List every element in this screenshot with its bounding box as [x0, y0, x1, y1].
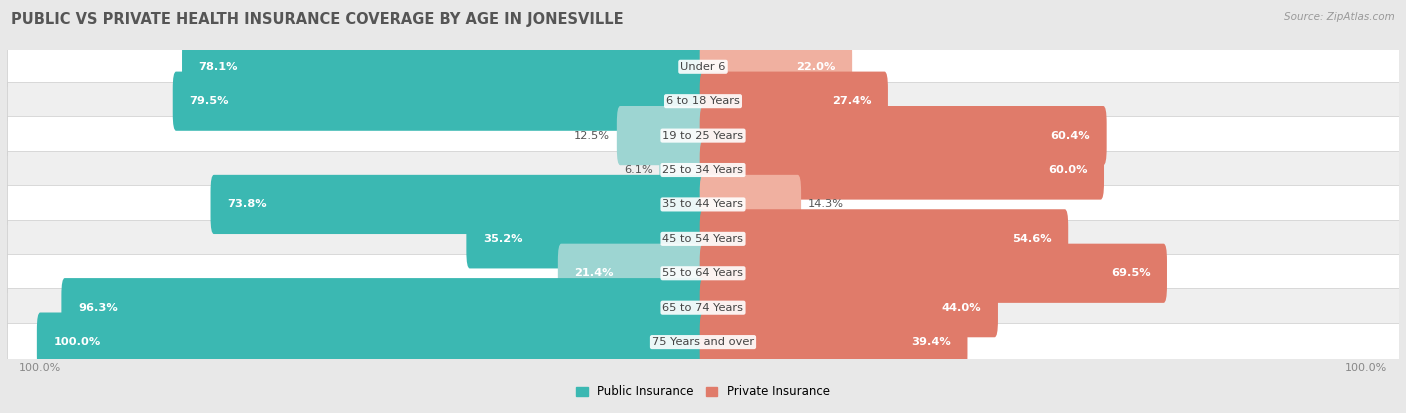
FancyBboxPatch shape: [7, 151, 1399, 189]
FancyBboxPatch shape: [7, 116, 1399, 155]
Text: 39.4%: 39.4%: [911, 337, 950, 347]
FancyBboxPatch shape: [7, 47, 1399, 86]
Text: 19 to 25 Years: 19 to 25 Years: [662, 131, 744, 140]
Text: 25 to 34 Years: 25 to 34 Years: [662, 165, 744, 175]
FancyBboxPatch shape: [7, 82, 1399, 121]
Text: 79.5%: 79.5%: [190, 96, 229, 106]
FancyBboxPatch shape: [173, 71, 706, 131]
Text: 44.0%: 44.0%: [942, 303, 981, 313]
FancyBboxPatch shape: [700, 106, 1107, 165]
FancyBboxPatch shape: [558, 244, 706, 303]
FancyBboxPatch shape: [700, 313, 967, 372]
FancyBboxPatch shape: [37, 313, 706, 372]
Text: 12.5%: 12.5%: [574, 131, 610, 140]
FancyBboxPatch shape: [7, 254, 1399, 292]
FancyBboxPatch shape: [617, 106, 706, 165]
FancyBboxPatch shape: [7, 185, 1399, 224]
Text: 78.1%: 78.1%: [198, 62, 238, 72]
Text: 35.2%: 35.2%: [482, 234, 523, 244]
FancyBboxPatch shape: [181, 37, 706, 96]
Text: 6 to 18 Years: 6 to 18 Years: [666, 96, 740, 106]
Text: 14.3%: 14.3%: [807, 199, 844, 209]
FancyBboxPatch shape: [659, 140, 706, 199]
Text: 22.0%: 22.0%: [796, 62, 835, 72]
Text: Under 6: Under 6: [681, 62, 725, 72]
FancyBboxPatch shape: [700, 244, 1167, 303]
Text: 6.1%: 6.1%: [624, 165, 652, 175]
Text: 96.3%: 96.3%: [77, 303, 118, 313]
FancyBboxPatch shape: [700, 209, 1069, 268]
FancyBboxPatch shape: [700, 278, 998, 337]
FancyBboxPatch shape: [211, 175, 706, 234]
FancyBboxPatch shape: [700, 175, 801, 234]
FancyBboxPatch shape: [7, 288, 1399, 327]
FancyBboxPatch shape: [7, 220, 1399, 258]
FancyBboxPatch shape: [700, 140, 1104, 199]
Text: 73.8%: 73.8%: [228, 199, 267, 209]
Text: 27.4%: 27.4%: [832, 96, 872, 106]
Text: 21.4%: 21.4%: [575, 268, 614, 278]
Text: 75 Years and over: 75 Years and over: [652, 337, 754, 347]
Text: 55 to 64 Years: 55 to 64 Years: [662, 268, 744, 278]
Text: 60.0%: 60.0%: [1047, 165, 1087, 175]
Text: 45 to 54 Years: 45 to 54 Years: [662, 234, 744, 244]
FancyBboxPatch shape: [467, 209, 706, 268]
Text: 35 to 44 Years: 35 to 44 Years: [662, 199, 744, 209]
Text: Source: ZipAtlas.com: Source: ZipAtlas.com: [1284, 12, 1395, 22]
Text: 65 to 74 Years: 65 to 74 Years: [662, 303, 744, 313]
FancyBboxPatch shape: [700, 37, 852, 96]
Legend: Public Insurance, Private Insurance: Public Insurance, Private Insurance: [571, 380, 835, 403]
Text: 60.4%: 60.4%: [1050, 131, 1090, 140]
FancyBboxPatch shape: [62, 278, 706, 337]
Text: 54.6%: 54.6%: [1012, 234, 1052, 244]
FancyBboxPatch shape: [7, 323, 1399, 361]
Text: PUBLIC VS PRIVATE HEALTH INSURANCE COVERAGE BY AGE IN JONESVILLE: PUBLIC VS PRIVATE HEALTH INSURANCE COVER…: [11, 12, 624, 27]
FancyBboxPatch shape: [700, 71, 889, 131]
Text: 69.5%: 69.5%: [1111, 268, 1150, 278]
Text: 100.0%: 100.0%: [53, 337, 101, 347]
